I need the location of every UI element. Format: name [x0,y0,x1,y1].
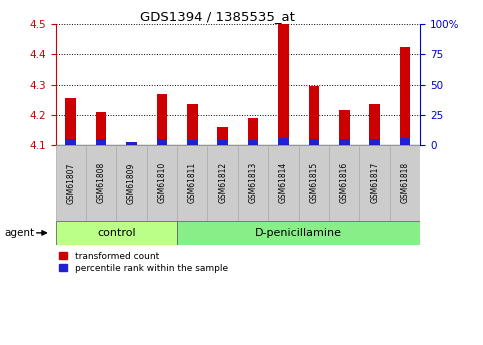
Bar [217,140,228,145]
Text: GDS1394 / 1385535_at: GDS1394 / 1385535_at [140,10,295,23]
Bar [96,139,106,145]
Text: control: control [97,228,136,238]
Bar [126,144,137,145]
FancyBboxPatch shape [177,145,208,221]
Text: GSM61816: GSM61816 [340,162,349,204]
FancyBboxPatch shape [56,221,177,245]
Bar [309,86,319,145]
FancyBboxPatch shape [177,221,420,245]
Bar [187,140,198,145]
Text: GSM61815: GSM61815 [309,162,318,204]
Bar [369,104,380,145]
FancyBboxPatch shape [268,145,298,221]
FancyBboxPatch shape [208,145,238,221]
Bar [309,139,319,145]
Text: GSM61808: GSM61808 [97,162,106,204]
Bar [156,139,167,145]
Text: GSM61810: GSM61810 [157,162,167,204]
FancyBboxPatch shape [329,145,359,221]
FancyBboxPatch shape [86,145,116,221]
FancyBboxPatch shape [116,145,147,221]
Bar [369,139,380,145]
Bar [65,139,76,145]
Bar [96,112,106,145]
Bar [187,104,198,145]
Bar [126,142,137,145]
Text: GSM61811: GSM61811 [188,162,197,204]
Text: GSM61817: GSM61817 [370,162,379,204]
FancyBboxPatch shape [298,145,329,221]
Bar [248,118,258,145]
Bar [400,138,411,145]
Bar [400,47,411,145]
Bar [278,138,289,145]
FancyBboxPatch shape [147,145,177,221]
Bar [248,140,258,145]
Text: GSM61813: GSM61813 [249,162,257,204]
Text: GSM61807: GSM61807 [66,162,75,204]
Bar [339,139,350,145]
FancyBboxPatch shape [359,145,390,221]
FancyBboxPatch shape [56,145,86,221]
Bar [217,127,228,145]
FancyBboxPatch shape [390,145,420,221]
Text: GSM61812: GSM61812 [218,162,227,204]
FancyBboxPatch shape [238,145,268,221]
Bar [156,93,167,145]
Text: D-penicillamine: D-penicillamine [255,228,342,238]
Text: GSM61809: GSM61809 [127,162,136,204]
Text: GSM61818: GSM61818 [400,162,410,204]
Text: agent: agent [5,228,35,238]
Text: GSM61814: GSM61814 [279,162,288,204]
Bar [65,98,76,145]
Bar [278,24,289,145]
Legend: transformed count, percentile rank within the sample: transformed count, percentile rank withi… [56,248,231,276]
Bar [339,110,350,145]
